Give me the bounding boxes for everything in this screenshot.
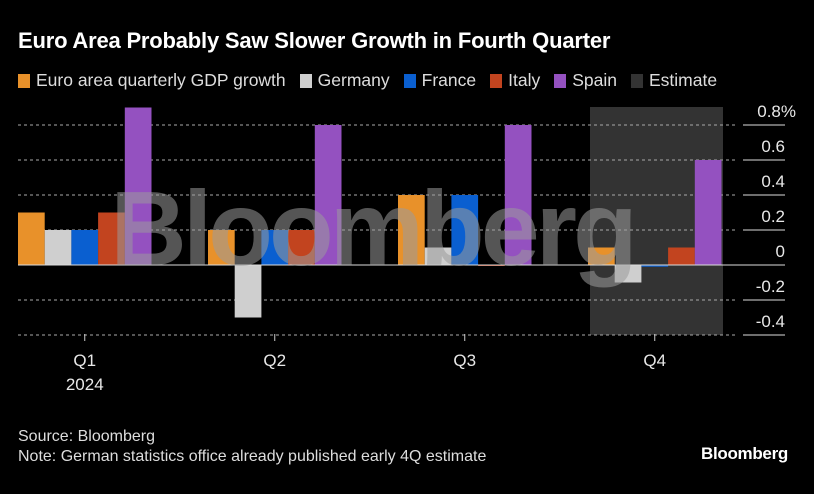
bar-euro-area-quarterly-gdp-growth-q3 <box>398 195 425 265</box>
x-tick-sublabel: 2024 <box>66 375 104 394</box>
bar-germany-q2 <box>234 265 262 318</box>
bar-euro-area-quarterly-gdp-growth-q1 <box>18 212 45 265</box>
legend-item-spain: Spain <box>554 70 617 91</box>
legend-label: Spain <box>572 70 617 90</box>
y-tick-label: 0 <box>776 242 785 261</box>
x-tick-label: Q1 <box>73 351 96 370</box>
legend-label: Euro area quarterly GDP growth <box>36 70 286 90</box>
y-tick-label: -0.4 <box>756 312 785 331</box>
legend-swatch <box>403 73 416 88</box>
note-text: Note: German statistics office already p… <box>18 448 487 465</box>
bar-france-q1 <box>71 230 99 265</box>
y-tick-label: -0.2 <box>756 277 785 296</box>
legend-swatch <box>18 73 30 88</box>
legend-swatch <box>554 73 567 88</box>
legend-swatch <box>299 73 312 88</box>
bar-germany-q3 <box>424 247 452 265</box>
bar-italy-q1 <box>98 212 125 265</box>
source-text: Source: Bloomberg <box>18 428 155 445</box>
y-tick-label: 0.2 <box>761 207 785 226</box>
bar-spain-q1 <box>124 107 152 265</box>
chart-title: Euro Area Probably Saw Slower Growth in … <box>18 28 611 53</box>
legend: Euro area quarterly GDP growth Germany F… <box>18 70 717 91</box>
bar-spain-q4 <box>694 160 722 265</box>
bar-france-q3 <box>451 195 479 265</box>
legend-item-italy: Italy <box>490 70 540 91</box>
legend-label: France <box>421 70 477 90</box>
y-tick-label: 0.4 <box>761 172 785 191</box>
legend-item-germany: Germany <box>299 70 390 91</box>
bloomberg-watermark: Bloomberg <box>110 170 633 288</box>
legend-item-estimate: Estimate <box>630 70 718 91</box>
bar-spain-q2 <box>314 125 342 265</box>
bar-euro-area-quarterly-gdp-growth-q4 <box>588 247 615 265</box>
legend-label: Italy <box>508 70 541 90</box>
bar-spain-q3 <box>504 125 532 265</box>
x-tick-label: Q4 <box>643 351 666 370</box>
x-tick-label: Q2 <box>263 351 286 370</box>
bar-italy-q2 <box>288 230 315 265</box>
bar-france-q2 <box>261 230 289 265</box>
y-tick-label: 0.8% <box>757 102 796 121</box>
bar-france-q4 <box>641 265 669 267</box>
bar-euro-area-quarterly-gdp-growth-q2 <box>208 230 235 265</box>
bar-italy-q4 <box>668 247 695 265</box>
x-tick-label: Q3 <box>453 351 476 370</box>
legend-item-euro-area: Euro area quarterly GDP growth <box>18 70 286 91</box>
legend-swatch <box>630 73 643 88</box>
legend-label: Estimate <box>648 70 718 90</box>
legend-label: Germany <box>317 70 390 90</box>
bar-germany-q1 <box>44 230 72 265</box>
y-tick-label: 0.6 <box>761 137 785 156</box>
legend-swatch <box>490 73 503 88</box>
bar-germany-q4 <box>614 265 642 283</box>
bloomberg-logo: Bloomberg <box>700 444 788 463</box>
legend-item-france: France <box>403 70 477 91</box>
